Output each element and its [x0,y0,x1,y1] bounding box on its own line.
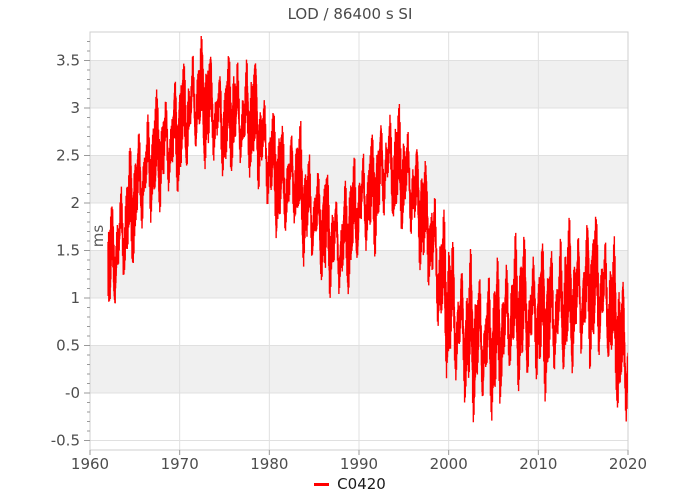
x-tick-label: 1980 [250,455,288,473]
y-tick-label: -0 [65,384,80,402]
chart-title: LOD / 86400 s SI [287,5,413,23]
y-tick-label: 1.5 [56,242,80,260]
legend-series-line-icon [314,482,330,486]
y-tick-label: 2 [70,194,80,212]
series-line [107,35,628,423]
x-tick-label: 2020 [609,455,647,473]
y-tick-label: 1 [70,289,80,307]
y-tick-label: 3 [70,99,80,117]
x-tick-label: 1990 [340,455,378,473]
x-tick-label: 1960 [71,455,109,473]
x-tick-label: 2000 [430,455,468,473]
legend-series-label[interactable]: C0420 [337,475,386,493]
x-tick-label: 1970 [161,455,199,473]
y-tick-label: 2.5 [56,147,80,165]
x-tick-label: 2010 [519,455,557,473]
y-tick-label: 0.5 [56,337,80,355]
y-tick-label: 3.5 [56,52,80,70]
y-tick-label: -0.5 [51,432,80,450]
legend: C0420 [0,474,700,494]
y-axis-title: ms [89,224,107,248]
